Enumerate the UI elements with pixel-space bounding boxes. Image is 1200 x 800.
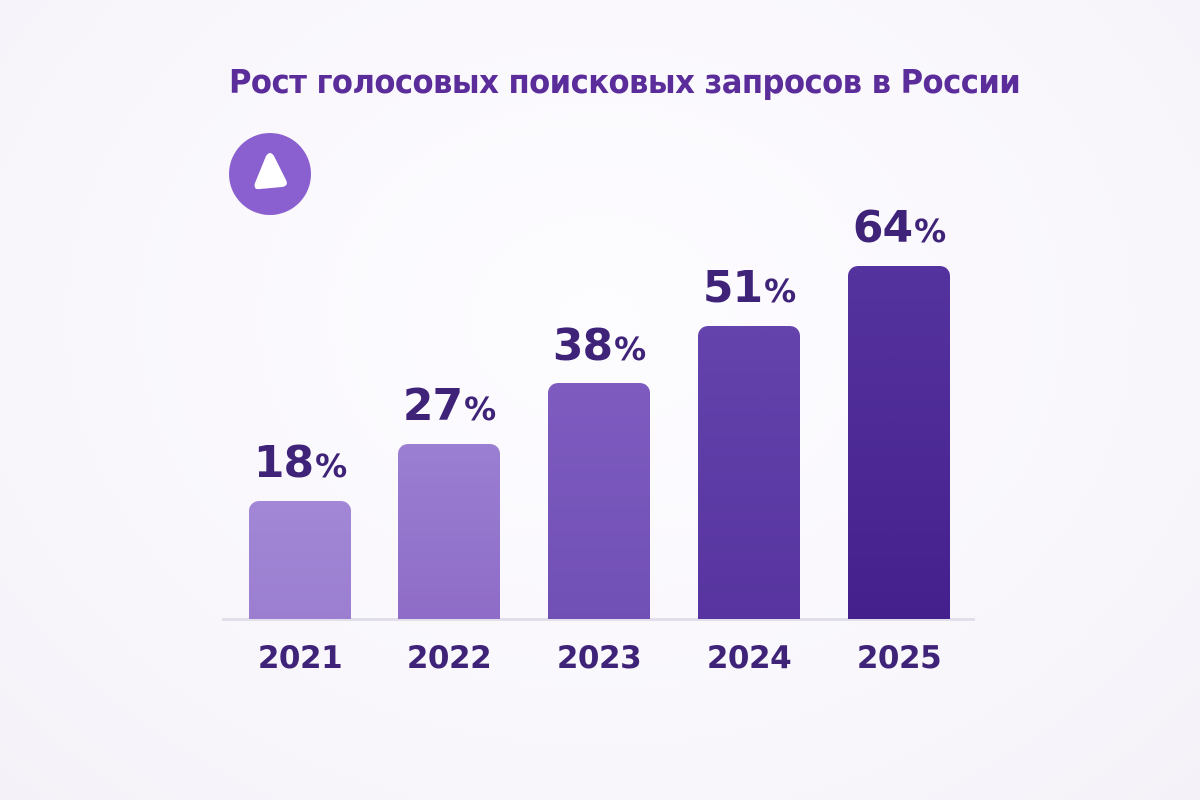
bar-2022 [398,444,500,619]
year-label-2023: 2023 [556,640,642,676]
value-label-2021: 18% [253,437,347,488]
value-label-2022: 27% [402,380,496,431]
value-label-2025: 64% [852,202,946,253]
bar-2025 [848,266,950,619]
alice-triangle-icon [254,153,287,190]
alice-logo [229,133,311,215]
year-label-2021: 2021 [257,640,343,676]
value-label-2024: 51% [702,262,796,313]
chart-title: Рост голосовых поисковых запросов в Росс… [229,62,1021,101]
bar-2024 [698,326,800,619]
year-label-2022: 2022 [406,640,492,676]
x-axis-baseline [222,618,975,621]
year-label-2024: 2024 [706,640,792,676]
year-label-2025: 2025 [856,640,942,676]
value-label-2023: 38% [552,320,646,371]
bar-2021 [249,501,351,619]
bar-2023 [548,383,650,619]
